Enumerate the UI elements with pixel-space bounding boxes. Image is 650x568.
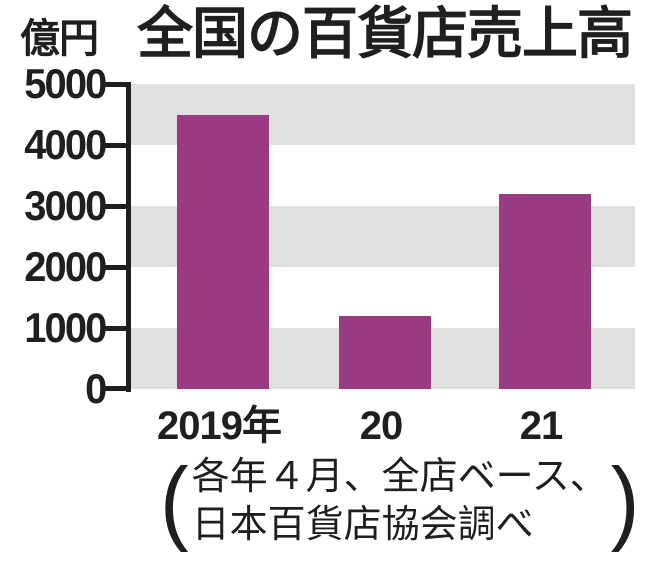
- y-tick-label-3000: 3000: [23, 182, 107, 229]
- x-label-2021: 21: [519, 404, 563, 448]
- y-axis-line: [126, 84, 131, 392]
- y-axis-unit-label: 億円: [20, 17, 99, 61]
- y-tick-5000: [105, 82, 131, 87]
- x-label-2020: 20: [359, 404, 403, 448]
- caption-line-1: 各年４月、全店ベース、: [191, 456, 608, 498]
- source-caption: ( 各年４月、全店ベース、 日本百貨店協会調べ ): [160, 449, 639, 553]
- y-tick-label-2000: 2000: [23, 243, 107, 290]
- y-tick-label-0: 0: [84, 365, 107, 412]
- y-tick-2000: [105, 265, 131, 270]
- caption-line-2: 日本百貨店協会調べ: [191, 504, 534, 546]
- y-tick-label-1000: 1000: [23, 304, 107, 351]
- plot-area: [131, 84, 635, 389]
- chart-title: 全国の百貨店売上高: [137, 2, 633, 65]
- y-tick-0: [105, 386, 131, 391]
- y-tick-label-5000: 5000: [23, 60, 107, 107]
- bar-2019: [177, 114, 269, 389]
- y-tick-4000: [105, 143, 131, 148]
- caption-close-paren: ): [610, 449, 640, 553]
- y-tick-1000: [105, 326, 131, 331]
- bar-2021: [499, 193, 591, 389]
- caption-text: 各年４月、全店ベース、 日本百貨店協会調べ: [192, 453, 608, 549]
- x-label-2019: 2019年: [157, 404, 282, 448]
- caption-open-paren: (: [160, 449, 189, 553]
- bar-2020: [339, 315, 431, 389]
- y-tick-label-4000: 4000: [23, 121, 107, 168]
- y-tick-3000: [105, 204, 131, 209]
